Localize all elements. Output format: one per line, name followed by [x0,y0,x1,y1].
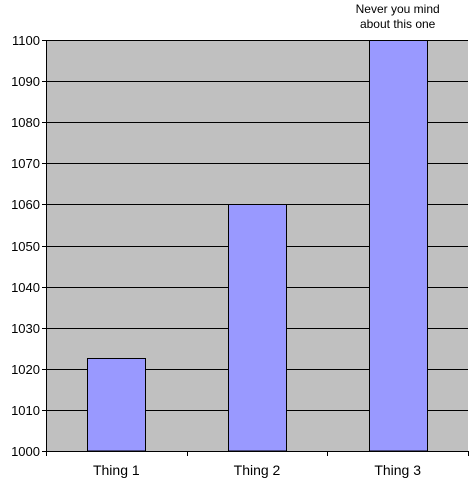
y-tick-label: 1000 [11,444,40,459]
y-tick-label: 1050 [11,239,40,254]
annotation-line-1: Never you mind [356,2,440,16]
annotation: Never you mind about this one [356,2,440,31]
x-tick-label: Thing 1 [93,462,140,478]
y-tick-label: 1040 [11,280,40,295]
y-tick-label: 1030 [11,321,40,336]
y-tick-label: 1070 [11,156,40,171]
axes [42,40,469,456]
y-tick-labels: 1000 1010 1020 1030 1040 1050 1060 1070 1080 1090… [11,33,40,459]
y-tick-label: 1060 [11,197,40,212]
bars [87,40,428,452]
y-tick-label: 1100 [12,33,40,48]
y-tick-label: 1010 [11,403,40,418]
y-tick-label: 1090 [11,74,40,89]
bar-thing-3 [369,40,428,452]
x-tick-labels: Thing 1 Thing 2 Thing 3 [93,462,421,478]
x-tick-label: Thing 2 [234,462,281,478]
bar-thing-2 [228,204,287,452]
bar-thing-1 [87,358,146,452]
annotation-line-2: about this one [360,17,436,31]
x-tick-label: Thing 3 [374,462,421,478]
y-tick-label: 1020 [11,362,40,377]
y-tick-label: 1080 [11,115,40,130]
